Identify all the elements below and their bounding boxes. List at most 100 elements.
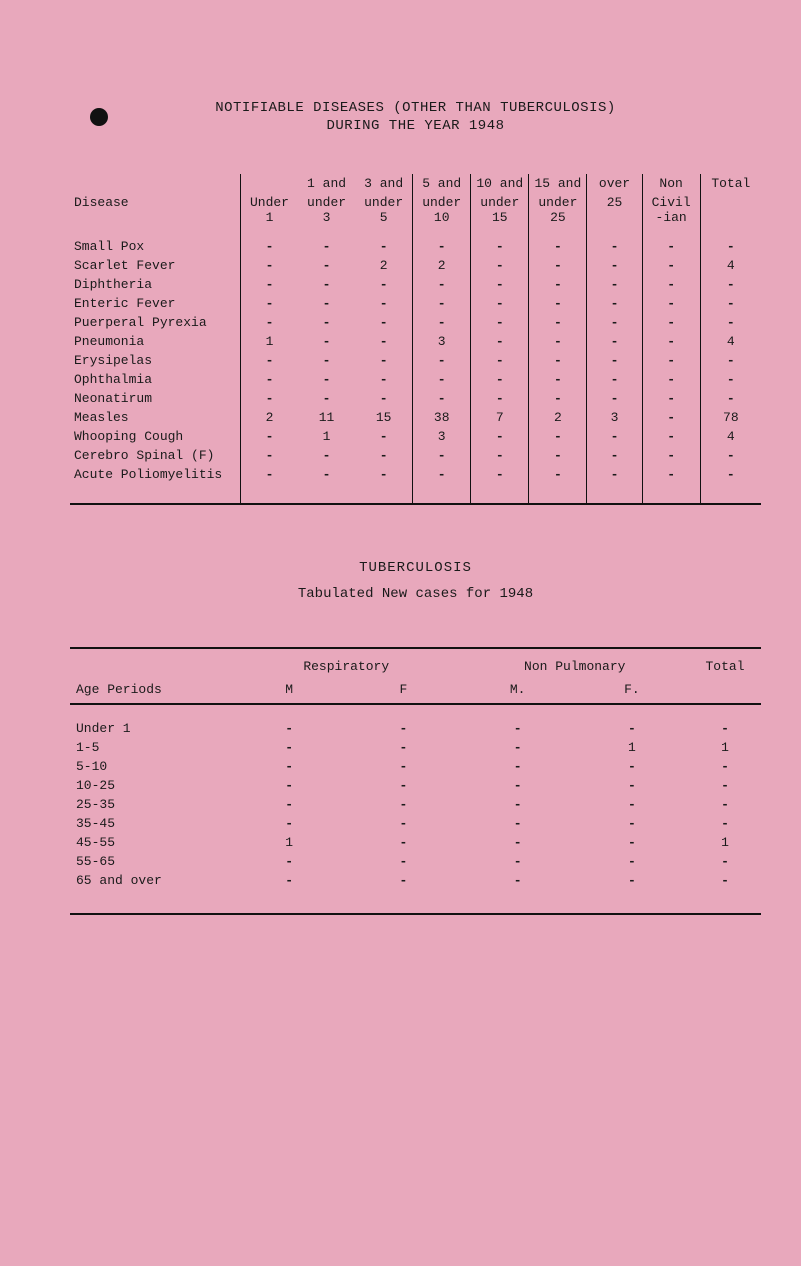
cell: - [700,389,761,408]
cell: - [575,833,689,852]
col-hdr-top: Total [700,174,761,193]
cell: - [700,351,761,370]
age-label: Under 1 [70,713,232,738]
disease-label: Neonatirum [70,389,240,408]
cell: 2 [529,408,587,427]
cell: - [355,427,413,446]
disease-label: Enteric Fever [70,294,240,313]
cell: - [700,370,761,389]
cell: 4 [700,256,761,275]
title-block: NOTIFIABLE DISEASES (OTHER THAN TUBERCUL… [70,100,761,134]
cell [689,890,761,909]
table-row: Cerebro Spinal (F)--------- [70,446,761,465]
cell: - [355,370,413,389]
cell: - [298,313,355,332]
cell: - [529,231,587,256]
cell: - [355,294,413,313]
cell: - [642,294,700,313]
diseases-table: 1 and 3 and 5 and 10 and 15 and over Non… [70,174,761,505]
cell: 3 [413,427,471,446]
table-row: Diphtheria--------- [70,275,761,294]
cell: - [575,776,689,795]
cell: - [642,231,700,256]
cell: - [355,465,413,484]
col-hdr-bot: under 5 [355,193,413,231]
cell: - [689,814,761,833]
cell: - [700,294,761,313]
disease-label: Measles [70,408,240,427]
cell: - [471,351,529,370]
cell: - [346,757,460,776]
cell: - [413,351,471,370]
cell: - [232,713,346,738]
cell: - [529,256,587,275]
cell: - [587,465,642,484]
cell: - [298,294,355,313]
col-hdr-top: 5 and [413,174,471,193]
cell [413,484,471,503]
cell: - [642,389,700,408]
cell: - [700,465,761,484]
cell: - [346,814,460,833]
col-hdr-top: Non [642,174,700,193]
table-row: Puerperal Pyrexia--------- [70,313,761,332]
cell: - [529,294,587,313]
cell: 1 [575,738,689,757]
disease-label: Whooping Cough [70,427,240,446]
group-hdr: Non Pulmonary [461,657,690,680]
cell: - [700,231,761,256]
cell: - [529,446,587,465]
cell: 1 [298,427,355,446]
cell: - [298,231,355,256]
sub-hdr: M [232,680,346,704]
cell: - [642,351,700,370]
cell: - [355,332,413,351]
cell: - [355,275,413,294]
cell: - [240,275,298,294]
col-hdr-bot: under 3 [298,193,355,231]
cell: 1 [689,833,761,852]
table-row [70,890,761,909]
cell: - [240,351,298,370]
cell: - [232,738,346,757]
cell [355,484,413,503]
age-label: 25-35 [70,795,232,814]
cell: - [232,871,346,890]
bullet-dot [90,108,108,126]
cell: - [700,275,761,294]
cell: - [413,370,471,389]
cell: - [471,370,529,389]
disease-label: Pneumonia [70,332,240,351]
cell: - [355,313,413,332]
cell: - [461,738,575,757]
cell: - [346,852,460,871]
cell: - [642,446,700,465]
col-hdr-bot: Under 1 [240,193,298,231]
mid-line-1: TUBERCULOSIS [70,560,761,576]
cell: - [689,713,761,738]
table-row: Small Pox--------- [70,231,761,256]
cell [298,484,355,503]
cell: - [529,389,587,408]
cell: - [240,389,298,408]
age-label: 1-5 [70,738,232,757]
cell: - [529,427,587,446]
col-hdr-bot: Civil -ian [642,193,700,231]
cell: - [471,313,529,332]
cell: - [298,446,355,465]
col-hdr-top: over [587,174,642,193]
sub-hdr: M. [461,680,575,704]
cell: 2 [413,256,471,275]
cell: - [700,313,761,332]
cell: - [240,427,298,446]
cell [471,484,529,503]
cell: 3 [587,408,642,427]
cell: - [240,313,298,332]
cell: - [587,256,642,275]
cell: - [689,776,761,795]
age-label: 10-25 [70,776,232,795]
col-hdr-top [240,174,298,193]
cell: 1 [689,738,761,757]
blank [70,174,240,193]
cell: - [355,351,413,370]
